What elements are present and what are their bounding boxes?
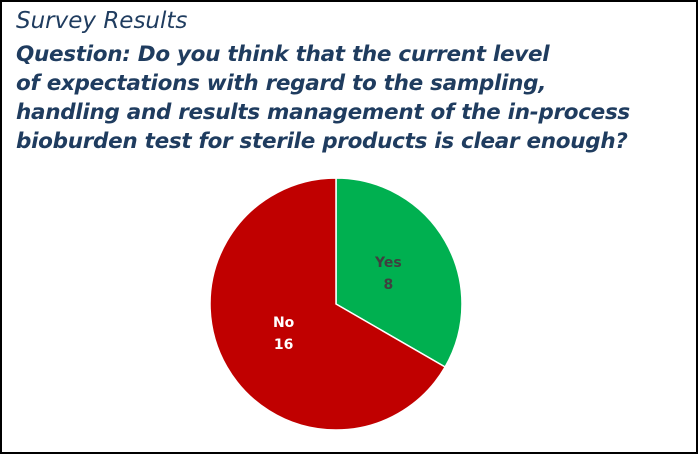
chart-title: Survey Results bbox=[16, 8, 188, 34]
slice-category-label: No bbox=[273, 315, 295, 331]
pie-slice bbox=[209, 177, 447, 431]
slice-value-label: 16 bbox=[274, 337, 293, 353]
question-line: of expectations with regard to the sampl… bbox=[16, 71, 547, 96]
slice-category-label: Yes bbox=[374, 255, 402, 271]
slice-value-label: 8 bbox=[384, 277, 394, 293]
question-line: Question: Do you think that the current … bbox=[16, 42, 550, 67]
question-line: bioburden test for sterile products is c… bbox=[16, 129, 628, 154]
pie-slice bbox=[335, 177, 463, 369]
question-line: handling and results management of the i… bbox=[16, 100, 630, 125]
question: Question: Do you think that the current … bbox=[16, 40, 630, 156]
